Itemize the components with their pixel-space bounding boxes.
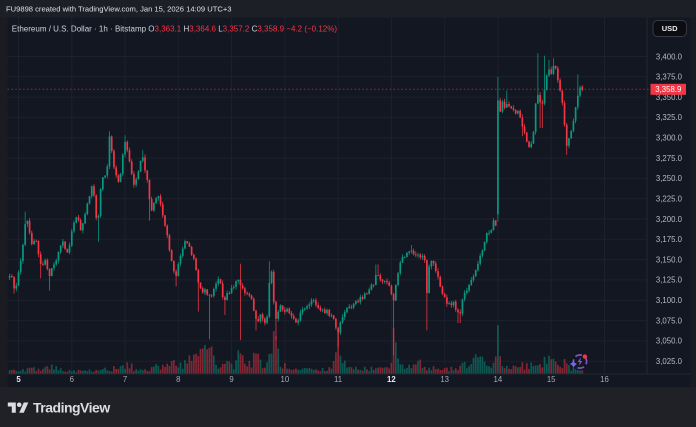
svg-text:3,200.0: 3,200.0 bbox=[656, 215, 683, 224]
svg-text:3,250.0: 3,250.0 bbox=[656, 174, 683, 183]
svg-text:3,275.0: 3,275.0 bbox=[656, 154, 683, 163]
svg-text:TradingView: TradingView bbox=[33, 400, 110, 416]
svg-text:11: 11 bbox=[334, 375, 342, 384]
svg-text:USD: USD bbox=[662, 24, 678, 33]
svg-text:12: 12 bbox=[387, 375, 396, 384]
svg-text:6: 6 bbox=[70, 375, 74, 384]
svg-text:3,025.0: 3,025.0 bbox=[656, 357, 683, 366]
svg-text:Ethereum / U.S. Dollar · 1h ·: Ethereum / U.S. Dollar · 1h · Bitstamp O… bbox=[12, 24, 338, 33]
svg-text:14: 14 bbox=[494, 375, 503, 384]
svg-text:3,125.0: 3,125.0 bbox=[656, 276, 683, 285]
svg-text:3,350.0: 3,350.0 bbox=[656, 93, 683, 102]
svg-text:3,100.0: 3,100.0 bbox=[656, 296, 683, 305]
svg-text:3,050.0: 3,050.0 bbox=[656, 337, 683, 346]
svg-text:3,325.0: 3,325.0 bbox=[656, 113, 683, 122]
svg-text:3,375.0: 3,375.0 bbox=[656, 73, 683, 82]
svg-text:3,300.0: 3,300.0 bbox=[656, 134, 683, 143]
svg-text:13: 13 bbox=[440, 375, 449, 384]
svg-text:7: 7 bbox=[123, 375, 127, 384]
svg-text:3,400.0: 3,400.0 bbox=[656, 52, 683, 61]
svg-text:5: 5 bbox=[16, 375, 21, 384]
svg-text:10: 10 bbox=[281, 375, 290, 384]
svg-text:15: 15 bbox=[547, 375, 556, 384]
svg-text:3,150.0: 3,150.0 bbox=[656, 255, 683, 264]
svg-text:8: 8 bbox=[176, 375, 180, 384]
svg-text:3,075.0: 3,075.0 bbox=[656, 316, 683, 325]
svg-text:3,358.9: 3,358.9 bbox=[655, 85, 681, 94]
svg-text:3,175.0: 3,175.0 bbox=[656, 235, 683, 244]
svg-text:16: 16 bbox=[600, 375, 609, 384]
svg-text:9: 9 bbox=[229, 375, 233, 384]
svg-text:FU9898 created with TradingVie: FU9898 created with TradingView.com, Jan… bbox=[6, 4, 231, 13]
svg-text:3,225.0: 3,225.0 bbox=[656, 195, 683, 204]
